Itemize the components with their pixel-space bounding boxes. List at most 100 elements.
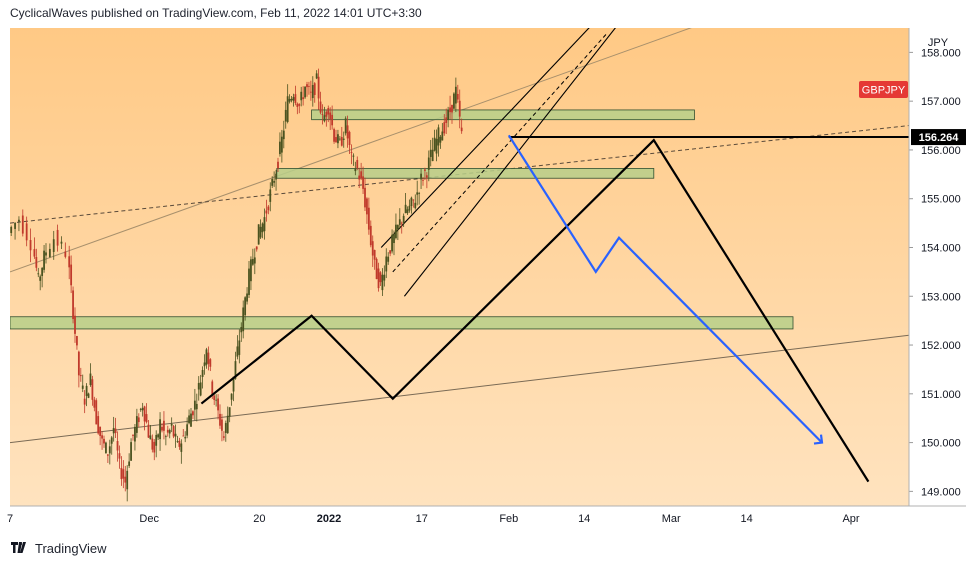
candle-body	[101, 435, 103, 439]
blue-projection-arrowhead	[813, 434, 824, 445]
candle-body	[116, 441, 119, 451]
candle-body	[205, 349, 208, 365]
platform-name[interactable]: TradingView.com,	[162, 6, 257, 20]
candle-body	[286, 96, 289, 122]
candle-body	[313, 83, 316, 95]
candle-body	[387, 256, 390, 262]
candle-body	[275, 173, 277, 180]
candle-body	[408, 205, 411, 211]
y-tick-label: 151.000	[921, 389, 961, 401]
candle-body	[271, 178, 274, 186]
candle-body	[77, 351, 80, 376]
candle-body	[309, 91, 312, 93]
candle-body	[311, 85, 314, 99]
candle-body	[118, 453, 121, 459]
candle-body	[290, 98, 293, 101]
black-projection-path[interactable]	[200, 138, 870, 483]
candle-body	[333, 129, 335, 142]
y-tick-label: 152.000	[921, 340, 961, 352]
candle-body	[56, 229, 59, 246]
candle-body	[367, 207, 370, 230]
tradingview-logo-icon	[11, 541, 26, 553]
candle-body	[335, 137, 337, 143]
candle-body	[292, 97, 295, 101]
candle-body	[236, 346, 239, 357]
candle-body	[321, 114, 324, 115]
candle-body	[217, 398, 219, 411]
candle-body	[280, 136, 283, 153]
candle-body	[414, 202, 417, 209]
candle-body	[108, 446, 111, 454]
support-resistance-zone-2[interactable]	[276, 168, 655, 179]
candle-body	[288, 98, 291, 102]
candle-body	[412, 199, 415, 201]
candle-body	[424, 169, 426, 171]
candle-body	[454, 86, 457, 104]
candle-body	[174, 433, 177, 437]
candle-body	[425, 175, 428, 178]
blue-projection-path[interactable]	[507, 134, 823, 444]
candle-body	[396, 225, 399, 230]
candle-body	[112, 427, 115, 434]
candle-body	[207, 352, 210, 364]
candle-body	[89, 373, 92, 386]
candle-body	[279, 141, 281, 155]
candle-body	[431, 149, 434, 162]
candle-body	[222, 436, 225, 438]
channel-mid-line	[392, 32, 608, 273]
candle-body	[433, 137, 436, 151]
candle-body	[250, 259, 252, 282]
candle-body	[106, 454, 109, 456]
candle-body	[70, 264, 73, 286]
support-resistance-zone-3[interactable]	[10, 316, 794, 330]
candle-body	[180, 443, 183, 452]
candle-body	[135, 416, 138, 433]
candle-body	[197, 383, 200, 390]
candle-body	[331, 114, 334, 126]
candle-body	[14, 222, 16, 229]
candle-body	[338, 138, 341, 140]
x-tick-label: 17	[416, 513, 428, 525]
candle-body	[325, 111, 328, 117]
candle-body	[87, 393, 90, 398]
candle-body	[147, 424, 150, 438]
candle-body	[402, 215, 405, 223]
candle-body	[443, 122, 446, 134]
symbol-badge[interactable]: GBPJPY	[859, 81, 908, 98]
x-tick-label: Mar	[662, 513, 681, 525]
candle-body	[242, 307, 245, 332]
candle-body	[294, 94, 297, 104]
candle-body	[211, 381, 214, 396]
candle-body	[416, 192, 419, 195]
candle-body	[52, 239, 55, 252]
candle-body	[263, 217, 266, 232]
current-price-badge: 156.264	[911, 129, 966, 146]
candle-body	[221, 419, 223, 431]
candle-body	[302, 97, 305, 100]
support-resistance-zone-1[interactable]	[311, 109, 695, 121]
candle-body	[81, 385, 84, 389]
candle-body	[168, 430, 171, 434]
y-tick-label: 149.000	[921, 486, 961, 498]
candle-body	[132, 434, 134, 436]
candle-body	[406, 209, 409, 214]
candle-body	[308, 86, 310, 87]
candle-body	[379, 272, 382, 283]
symbol-label: GBPJPY	[862, 85, 906, 97]
candle-body	[192, 411, 194, 416]
candle-body	[199, 382, 202, 396]
candle-body	[68, 256, 71, 268]
candle-body	[248, 268, 250, 295]
candle-body	[79, 375, 82, 377]
candle-body	[453, 93, 455, 109]
y-tick-label: 150.000	[921, 438, 961, 450]
candle-body	[429, 149, 432, 157]
candle-body	[269, 189, 272, 202]
footer-brand[interactable]: TradingView	[35, 541, 107, 556]
publisher-name[interactable]: CyclicalWaves	[10, 6, 88, 20]
candle-body	[344, 118, 347, 134]
candle-body	[93, 399, 96, 408]
candle-body	[391, 234, 393, 252]
candle-body	[342, 138, 345, 140]
